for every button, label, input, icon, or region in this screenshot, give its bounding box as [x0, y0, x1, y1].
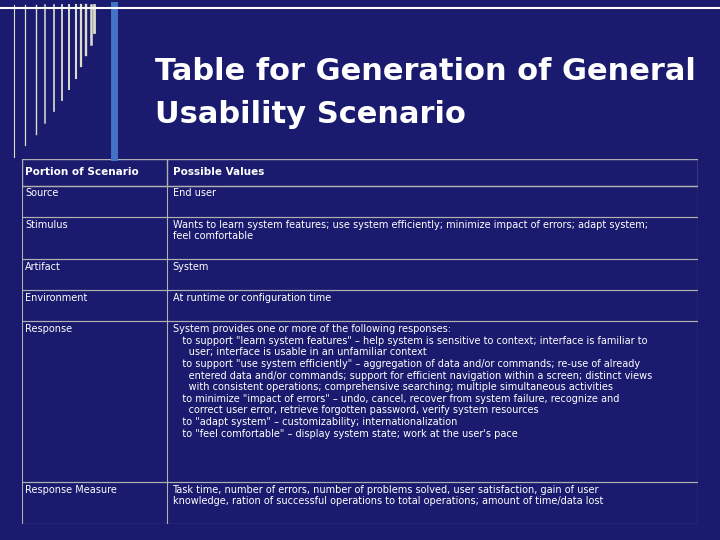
Text: System provides one or more of the following responses:
   to support "learn sys: System provides one or more of the follo… — [173, 324, 652, 438]
Text: Usability Scenario: Usability Scenario — [155, 100, 466, 129]
Text: Portion of Scenario: Portion of Scenario — [25, 167, 139, 178]
Text: Environment: Environment — [25, 293, 87, 303]
Text: Task time, number of errors, number of problems solved, user satisfaction, gain : Task time, number of errors, number of p… — [173, 485, 603, 507]
Text: Possible Values: Possible Values — [173, 167, 264, 178]
Text: System: System — [173, 262, 209, 272]
Text: Source: Source — [25, 188, 58, 199]
Text: Response Measure: Response Measure — [25, 485, 117, 495]
Text: Artifact: Artifact — [25, 262, 61, 272]
Text: At runtime or configuration time: At runtime or configuration time — [173, 293, 330, 303]
Text: End user: End user — [173, 188, 215, 199]
Text: Stimulus: Stimulus — [25, 220, 68, 229]
Text: Wants to learn system features; use system efficiently; minimize impact of error: Wants to learn system features; use syst… — [173, 220, 647, 241]
Text: Response: Response — [25, 324, 72, 334]
Text: Table for Generation of General: Table for Generation of General — [155, 57, 696, 86]
